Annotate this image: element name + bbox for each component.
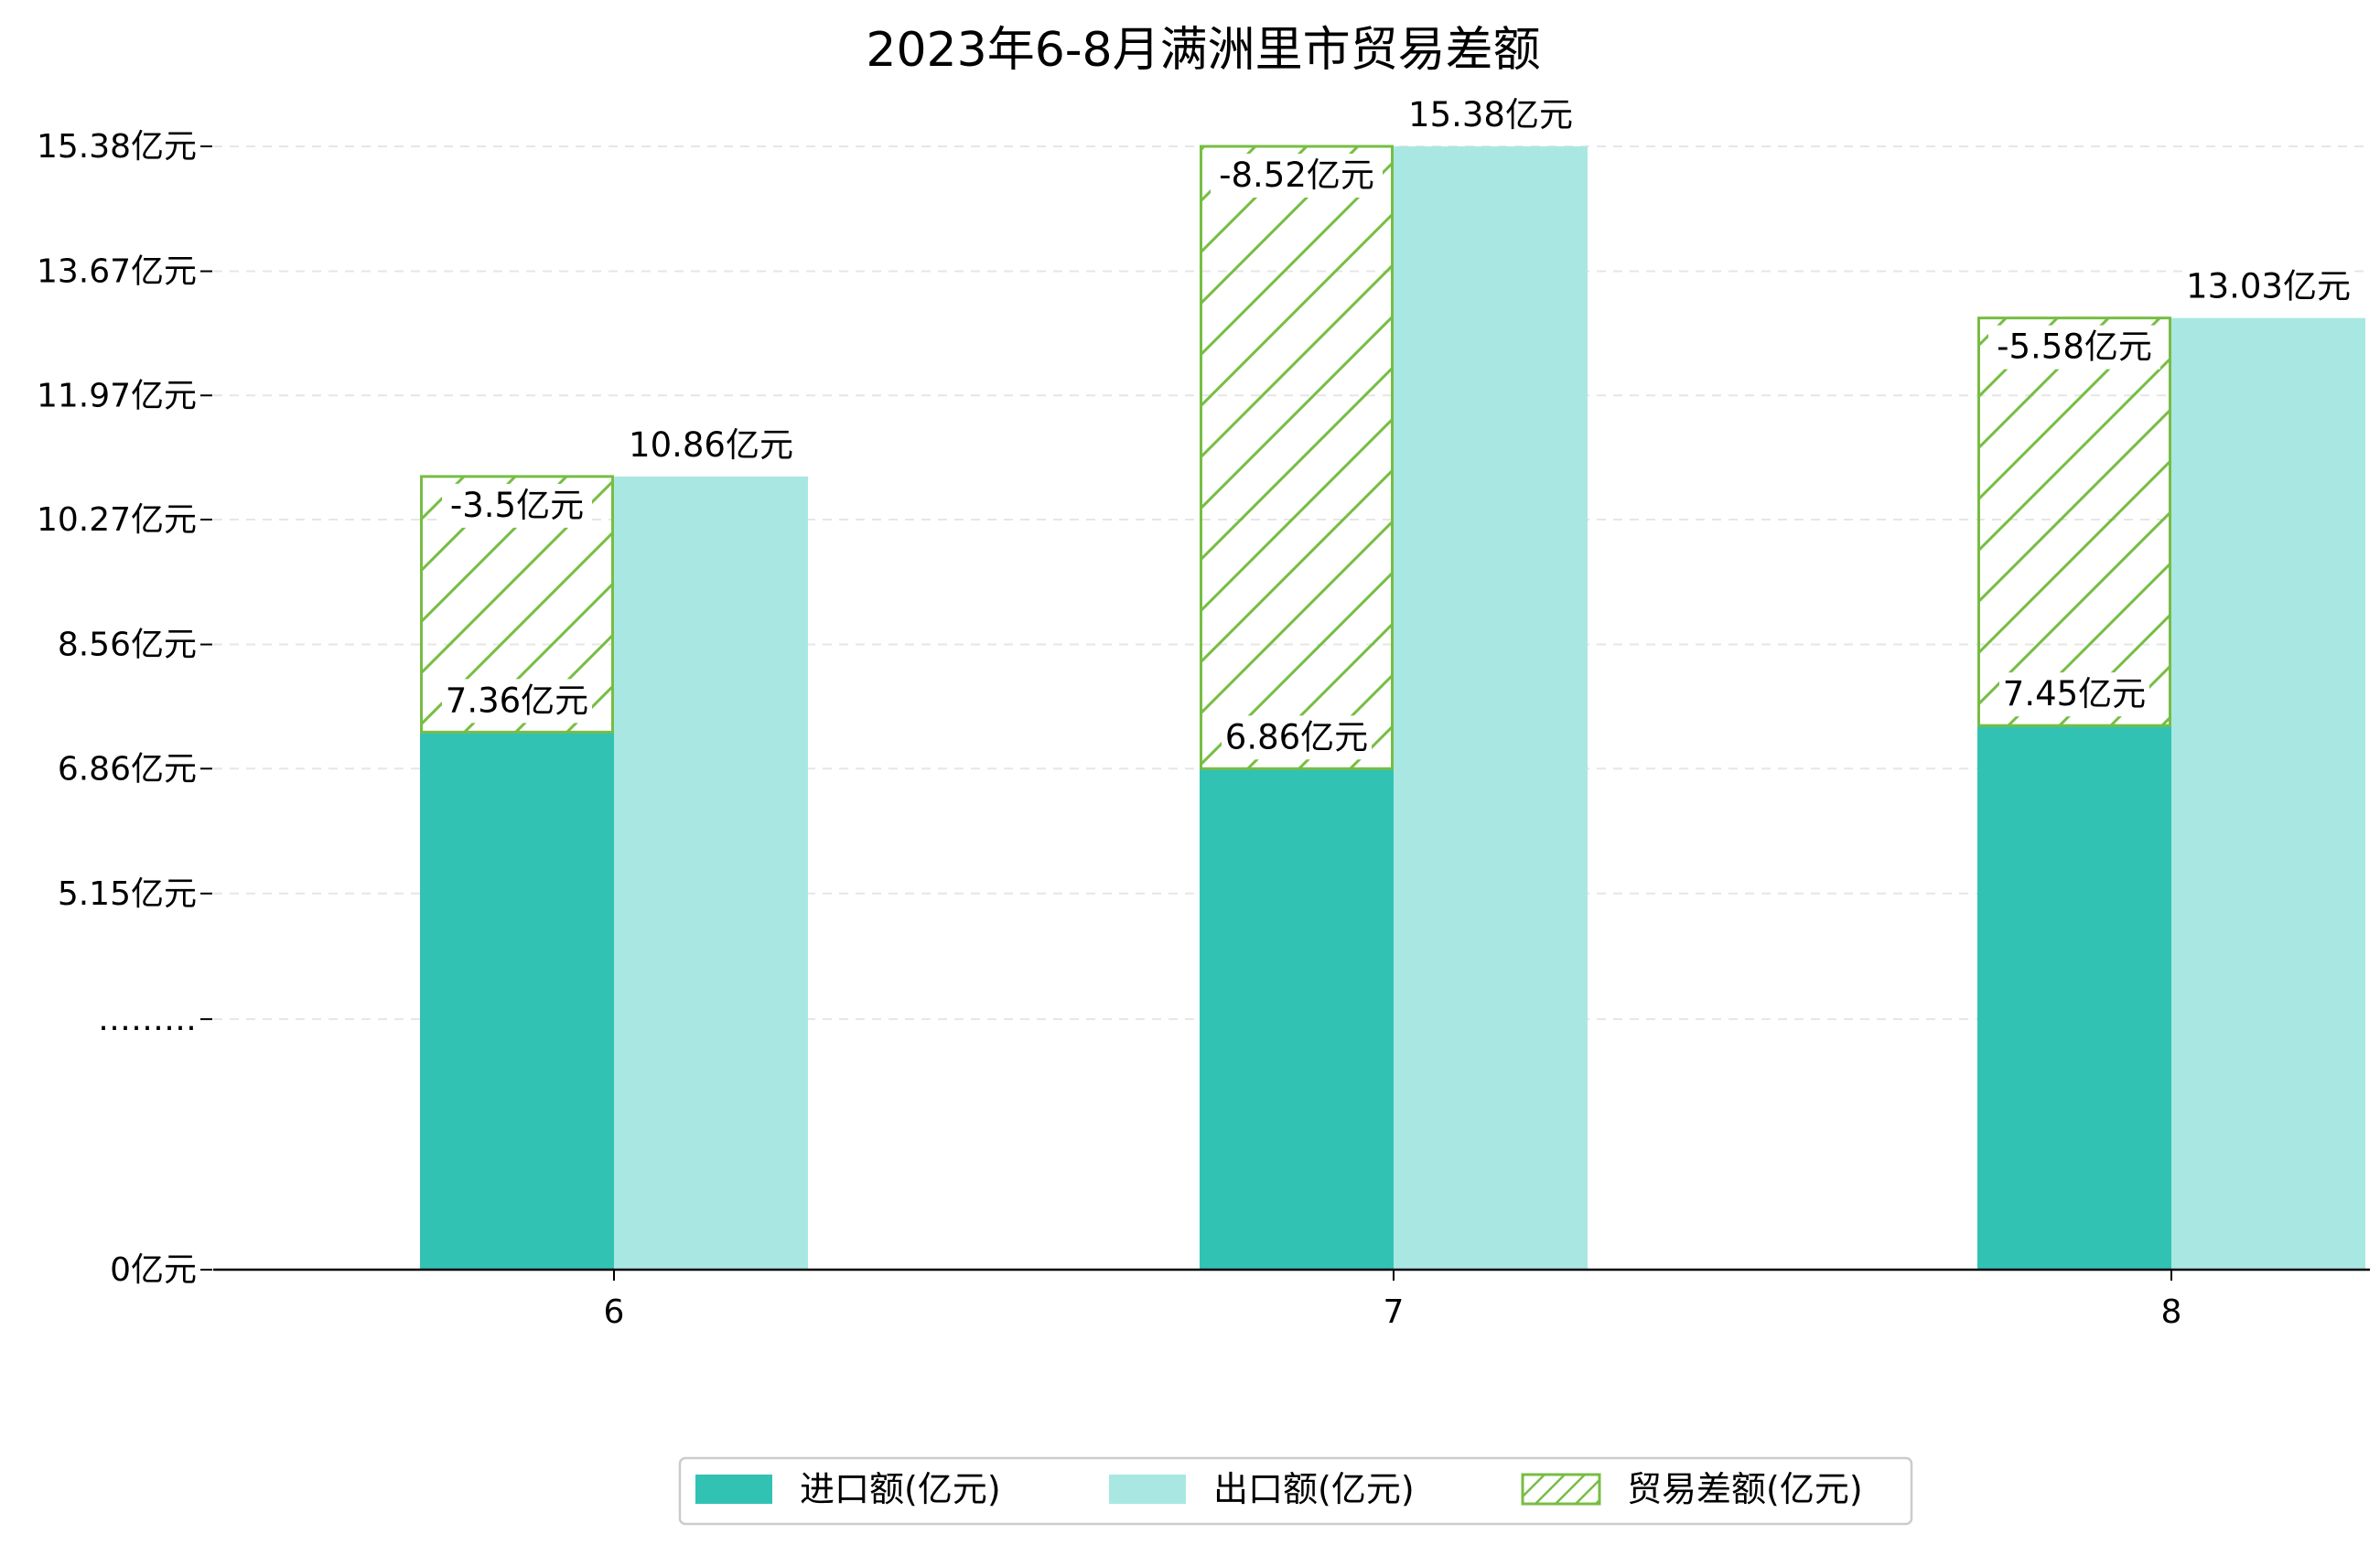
legend-swatch bbox=[1521, 1473, 1601, 1506]
y-tick-label: ……… bbox=[98, 1001, 197, 1038]
x-axis: 6 7 8 bbox=[213, 1268, 2370, 1331]
label-balance-bg bbox=[1988, 325, 2160, 370]
label-balance: -8.52亿元 bbox=[1219, 156, 1374, 195]
y-tick-label: 0亿元 bbox=[110, 1251, 197, 1289]
bar-import bbox=[1977, 725, 2171, 1270]
label-export-bg bbox=[1405, 93, 1577, 137]
label-balance-bg bbox=[1211, 154, 1383, 198]
legend-swatch bbox=[695, 1475, 772, 1504]
bar-export bbox=[614, 476, 808, 1270]
chart-title: 2023年6-8月满洲里市贸易差额 bbox=[866, 23, 1540, 78]
label-export-bg bbox=[2182, 264, 2354, 309]
label-import: 7.36亿元 bbox=[446, 681, 588, 720]
bar-import bbox=[1200, 768, 1394, 1270]
y-tick-label: 8.56亿元 bbox=[58, 627, 197, 664]
x-tick-label: 8 bbox=[2161, 1293, 2182, 1331]
bars bbox=[420, 145, 2365, 1270]
bar-balance bbox=[1977, 317, 2171, 727]
y-tick-label: 10.27亿元 bbox=[37, 501, 197, 539]
bar-export bbox=[2171, 317, 2365, 1270]
label-export: 13.03亿元 bbox=[2186, 267, 2351, 306]
y-axis: 0亿元 ……… 5.15亿元 6.86亿元 8.56亿元 10.27亿元 11.97亿元 13… bbox=[37, 128, 212, 1289]
legend-swatch bbox=[1109, 1475, 1186, 1504]
label-import: 7.45亿元 bbox=[2003, 674, 2146, 713]
bar-export bbox=[1394, 146, 1588, 1270]
y-tick-label: 6.86亿元 bbox=[58, 750, 197, 788]
label-balance: -3.5亿元 bbox=[450, 486, 584, 525]
legend-label: 出口额(亿元) bbox=[1213, 1469, 1415, 1509]
label-import-bg bbox=[1222, 715, 1372, 760]
label-export: 15.38亿元 bbox=[1408, 95, 1573, 134]
y-tick-label: 13.67亿元 bbox=[37, 253, 197, 291]
bar-import bbox=[420, 732, 614, 1270]
label-balance-bg bbox=[442, 483, 592, 528]
legend-box bbox=[678, 1456, 1913, 1526]
legend-label: 贸易差额(亿元) bbox=[1627, 1469, 1863, 1509]
legend: 进口额(亿元) 出口额(亿元) 贸易差额(亿元) bbox=[678, 1456, 1913, 1526]
label-export: 10.86亿元 bbox=[629, 425, 793, 465]
label-export-bg bbox=[625, 423, 797, 467]
label-import-bg bbox=[442, 679, 592, 724]
x-tick-label: 6 bbox=[604, 1293, 625, 1331]
y-tick-label: 11.97亿元 bbox=[37, 377, 197, 414]
bar-balance bbox=[1200, 145, 1394, 770]
x-tick-label: 7 bbox=[1384, 1293, 1405, 1331]
data-labels: 7.36亿元 10.86亿元 -3.5亿元 6.86亿元 15.38亿元 -8.52亿元 7… bbox=[442, 93, 2354, 760]
label-import-bg bbox=[1999, 672, 2149, 717]
y-tick-label: 15.38亿元 bbox=[37, 128, 197, 166]
label-balance: -5.58亿元 bbox=[1997, 327, 2152, 367]
legend-label: 进口额(亿元) bbox=[800, 1469, 1001, 1509]
label-import: 6.86亿元 bbox=[1225, 717, 1368, 756]
y-tick-label: 5.15亿元 bbox=[58, 875, 197, 913]
